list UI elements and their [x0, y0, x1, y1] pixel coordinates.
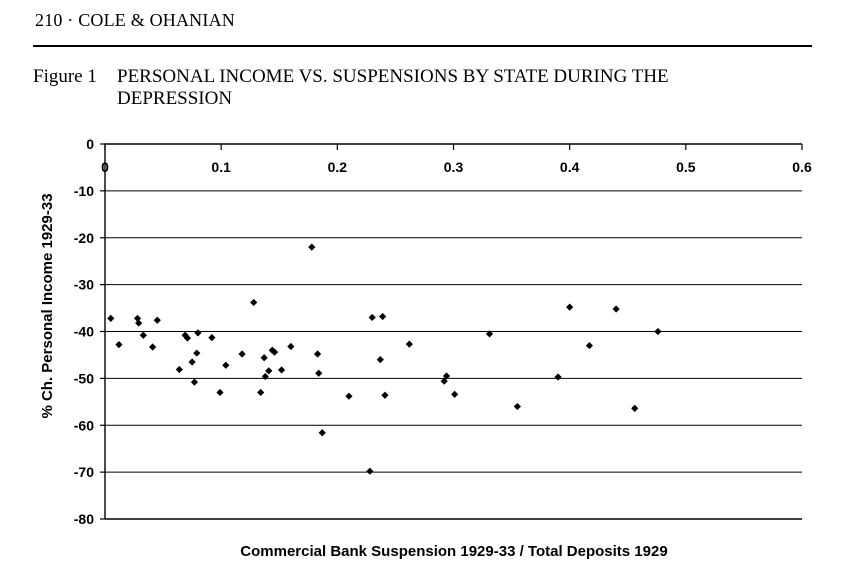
data-points: [107, 243, 662, 475]
data-point: [260, 354, 268, 362]
data-point: [315, 369, 323, 377]
figure-title-line1: PERSONAL INCOME VS. SUSPENSIONS BY STATE…: [117, 66, 669, 87]
data-point: [485, 330, 494, 338]
data-point: [287, 342, 295, 351]
y-tick-label: -30: [74, 277, 94, 293]
y-tick-label: -70: [74, 464, 94, 480]
x-tick-label: 0: [101, 159, 109, 175]
data-point: [193, 349, 201, 357]
data-point: [440, 377, 448, 385]
data-point: [135, 319, 143, 327]
figure-title-line2: DEPRESSION: [117, 88, 233, 109]
data-point: [585, 341, 594, 350]
data-point: [366, 467, 374, 475]
data-point: [149, 343, 157, 351]
x-axis-label: Commercial Bank Suspension 1929-33 / Tot…: [240, 543, 667, 560]
data-point: [612, 305, 620, 313]
data-point: [183, 334, 192, 342]
data-point: [313, 350, 322, 358]
y-axis-label: % Ch. Personal Income 1929-33: [39, 193, 56, 418]
data-point: [216, 388, 224, 397]
header-rule: [33, 45, 812, 47]
data-point: [405, 340, 413, 348]
data-point: [654, 327, 662, 336]
data-point: [261, 372, 269, 381]
y-tick-label: 0: [86, 136, 94, 152]
data-point: [277, 366, 286, 374]
data-point: [376, 356, 384, 364]
data-point: [107, 314, 115, 322]
axes: 0 -10 -20 -30 -40 -50 -60 -70 -80 0 0.1 0.2 0.3 0.4 0.…: [74, 136, 812, 527]
x-tick-label: 0.5: [676, 159, 696, 175]
data-point: [566, 303, 574, 311]
data-point: [175, 365, 183, 374]
data-point: [115, 341, 123, 349]
x-tick-label: 0.1: [211, 159, 231, 175]
y-tick-label: -50: [74, 370, 94, 386]
data-point: [190, 378, 199, 386]
y-tick-label: -60: [74, 417, 94, 433]
data-point: [345, 392, 353, 400]
data-point: [194, 329, 202, 337]
data-point: [153, 316, 161, 324]
gridlines: [105, 190, 802, 520]
data-point: [271, 348, 279, 356]
data-point: [238, 350, 246, 358]
data-point: [631, 404, 639, 412]
data-point: [381, 391, 389, 399]
x-tick-label: 0.4: [560, 159, 580, 175]
data-point: [257, 388, 265, 397]
y-tick-label: -20: [74, 230, 94, 246]
data-point: [208, 333, 216, 342]
data-point: [318, 429, 326, 437]
y-tick-label: -40: [74, 324, 94, 340]
figure-label: Figure 1: [33, 66, 97, 87]
data-point: [513, 402, 521, 411]
data-point: [188, 358, 196, 366]
x-tick-label: 0.2: [328, 159, 348, 175]
data-point: [139, 331, 147, 339]
data-point: [379, 312, 387, 321]
y-tick-label: -80: [74, 511, 94, 527]
running-head: 210 · COLE & OHANIAN: [35, 10, 235, 30]
y-tick-label: -10: [74, 183, 94, 199]
data-point: [250, 298, 258, 307]
x-tick-label: 0.6: [792, 159, 812, 175]
data-point: [368, 313, 376, 322]
x-tick-label: 0.3: [444, 159, 464, 175]
figure-caption: Figure 1 PERSONAL INCOME VS. SUSPENSIONS …: [33, 66, 823, 110]
data-point: [451, 390, 459, 398]
data-point: [265, 367, 273, 375]
data-point: [222, 361, 230, 369]
data-point: [554, 373, 562, 381]
data-point: [442, 372, 451, 380]
data-point: [308, 243, 316, 251]
